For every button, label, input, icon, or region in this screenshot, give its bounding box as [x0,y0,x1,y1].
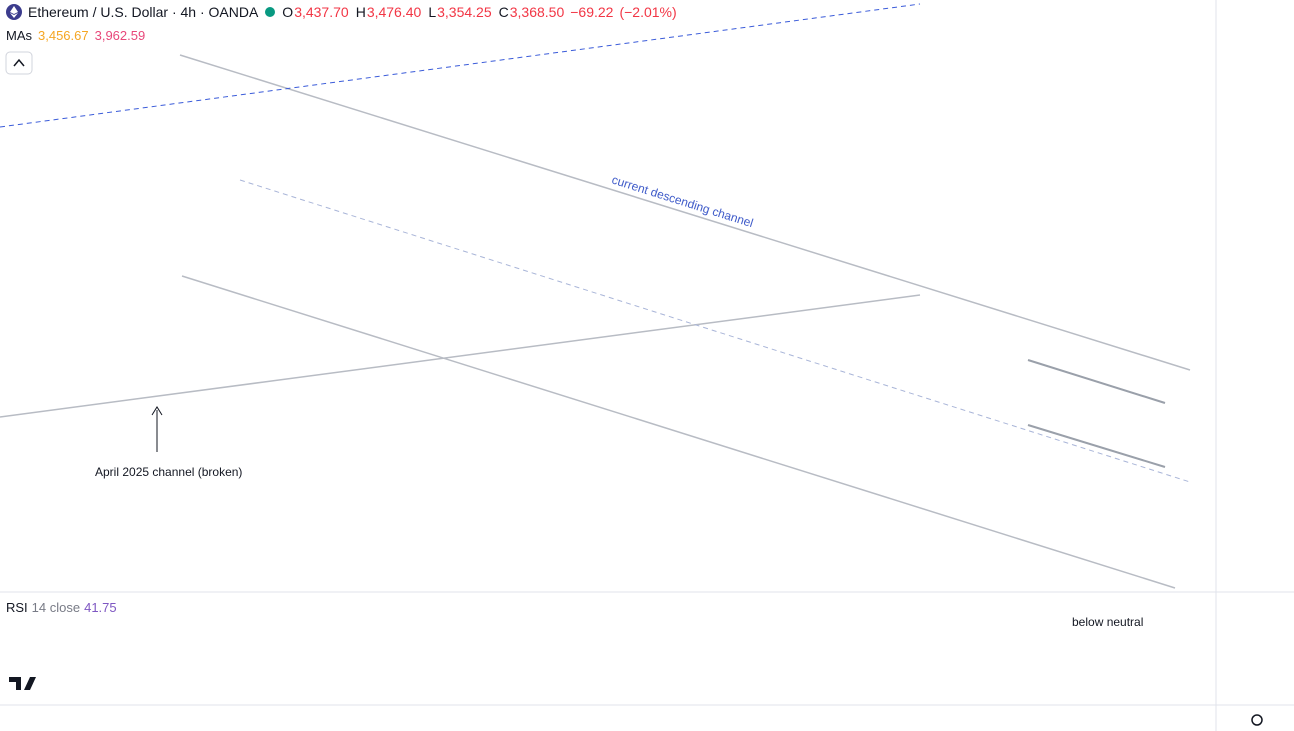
annotation: April 2025 channel (broken) [95,465,242,479]
ma-label: MAs [6,28,32,43]
ohlc-item: C3,368.50 [499,4,565,20]
trend-lines [0,3,1191,638]
ohlc-key: O [282,4,294,20]
rsi-value: 41.75 [84,600,117,615]
annotation: below neutral [1072,615,1143,629]
eth-icon [6,4,22,20]
mid-channel [239,179,1191,483]
rsi-name: RSI [6,600,28,615]
labels: current descending channel April 2025 ch… [95,173,1143,630]
ohlc: O3,437.70 H3,476.40 L3,354.25 C3,368.50 [282,4,564,20]
ath-trend [0,3,921,128]
ma50-value: 3,456.67 [38,28,89,43]
ohlc-key: C [498,4,509,20]
april-channel [0,294,921,418]
ohlc-key: L [428,4,437,20]
ohlc-item: H3,476.40 [356,4,422,20]
ohlc-item: L3,354.25 [428,4,491,20]
arrow-head [151,406,163,416]
symbol: Ethereum / U.S. Dollar · 4h · OANDA [28,4,259,20]
collapse-button[interactable] [5,51,33,75]
arrow [1126,628,1136,638]
annotation: current descending channel [610,173,755,231]
ohlc-value: 3,476.40 [366,4,422,20]
change: −69.22 [570,4,614,20]
collapse-icon [13,58,25,67]
ma-legend: MAs 3,456.67 3,962.59 [6,28,145,43]
ohlc-value: 3,354.25 [437,4,492,20]
ma200-value: 3,962.59 [94,28,146,43]
ohlc-item: O3,437.70 [282,4,348,20]
channel-lower [181,275,1176,589]
ohlc-value: 3,368.50 [509,4,565,20]
ohlc-value: 3,437.70 [294,4,349,20]
header: Ethereum / U.S. Dollar · 4h · OANDA O3,4… [6,4,677,20]
rsi-legend: RSI 14 close 41.75 [6,600,117,615]
logo [9,677,36,690]
ohlc-key: H [355,4,366,20]
settings-icon[interactable] [1251,714,1263,726]
change-pct: (−2.01%) [619,4,677,20]
rsi-params: 14 close [31,600,81,615]
small-channel-upper [1027,359,1166,404]
small-channel-lower [1027,424,1166,468]
channel-upper [179,54,1191,371]
status-dot [265,7,276,17]
